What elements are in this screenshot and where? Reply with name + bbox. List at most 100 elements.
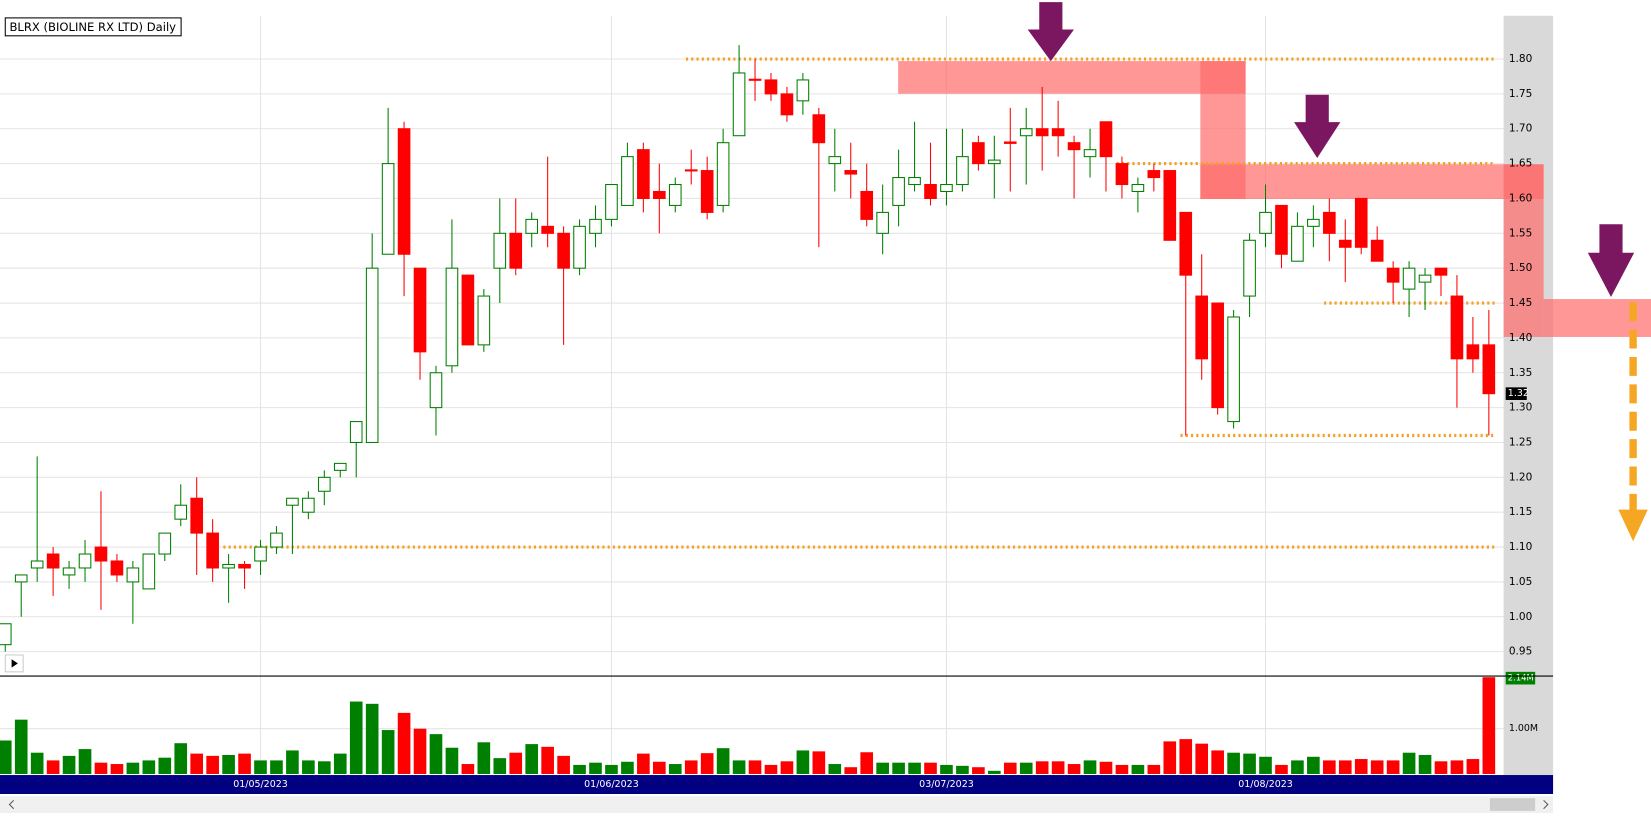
y-tick-label: 1.50 [1509,262,1532,274]
volume-bar [1450,760,1464,774]
y-tick-label: 1.00M [1509,723,1538,734]
y-tick-label: 1.65 [1509,158,1532,170]
volume-bar [1434,761,1448,774]
scrollbar[interactable] [0,796,1554,813]
y-tick-label: 1.55 [1509,227,1532,239]
volume-bar [876,762,889,774]
candle-body [1338,239,1352,248]
candle-body [62,567,76,576]
candle-body [684,169,698,172]
volume-bar [365,703,379,774]
volume-bar [238,753,251,774]
down-arrow [1294,94,1341,158]
candle-body [940,183,953,193]
down-arrow [1027,2,1074,62]
volume-bar [1323,760,1336,774]
candle-body [158,532,172,555]
candle-body [780,93,794,116]
volume-bar [573,764,586,774]
candle-body [525,218,539,234]
volume-bar [1003,762,1017,774]
last-price-tag [1505,387,1527,400]
candle-body [637,149,650,199]
volume-bar [637,753,650,774]
candle-body [317,476,331,492]
candle-body [1386,267,1400,283]
candle-body [1019,128,1033,137]
candle-body [413,267,427,353]
volume-bar [1275,764,1288,774]
volume-bar [1291,760,1304,774]
candle-body [589,218,602,234]
candle-body [828,156,842,165]
candle-body [110,560,124,576]
candle-body [700,170,714,213]
volume-bar [940,764,953,774]
candle-body [1163,170,1177,241]
candle-body [972,142,985,165]
candle-body [14,574,28,583]
scroll-thumb[interactable] [1489,798,1536,811]
candle-body [1147,170,1161,179]
candle-body [254,546,267,562]
candle-body [1243,239,1256,297]
candle-body [1482,344,1496,395]
volume-bar [190,753,204,774]
candle-body [988,159,1001,165]
volume-bar [1083,760,1097,774]
title-box [4,17,182,37]
volume-bar [286,750,299,774]
volume-bar [988,770,1001,774]
x-tick-label: 01/06/2023 [584,779,639,790]
candle-body [748,78,762,81]
date-labels: 01/05/2023 01/06/2023 03/07/2023 01/08/2023 [233,779,1293,790]
y-tick-label: 0.95 [1509,646,1532,658]
candle-body [1131,183,1145,193]
resistance-zone [898,61,1246,94]
volume-bar [1163,741,1177,774]
date-bar [0,775,1554,794]
volume-bar [1466,759,1480,774]
axis: 0.95 1.00 1.05 1.10 1.15 1.20 1.25 1.30 1.35 1.40… [1505,53,1538,734]
volume-bar [1243,753,1256,774]
candle-body [1418,274,1432,283]
candle-body [924,183,937,199]
volume-bar [924,762,937,774]
volume-bar [828,764,842,774]
candle-body [573,225,586,269]
volume-bar [317,761,331,774]
candle-body [1227,316,1240,423]
candle-body [30,560,44,569]
candle-body [956,156,969,186]
volume-bar [1147,764,1161,774]
volume-bar [62,755,76,774]
volume-bar [509,752,523,774]
last-volume-label: 2.14M [1508,673,1534,683]
y-tick-label: 1.15 [1509,506,1532,518]
volume-bar [668,764,682,774]
y-tick-label: 1.40 [1509,332,1532,344]
candle-body [621,156,634,206]
resistance-zone [1200,164,1544,200]
volume-bar [1195,743,1209,774]
y-tick-label: 1.60 [1509,192,1532,204]
candle-body [844,170,858,175]
volume-bar [589,762,602,774]
resistance-zone [1503,164,1544,337]
volume-bar [1386,760,1400,774]
volume-bar [270,760,283,774]
candle-body [557,232,570,269]
candle-body [796,79,810,102]
candle-body [0,623,12,646]
scroll-right[interactable] [1543,799,1549,810]
scroll-left[interactable] [8,799,15,810]
volume-bar [1099,761,1113,774]
x-tick-label: 01/05/2023 [233,779,288,790]
candle-body [1099,121,1113,158]
volume-bar [158,757,172,774]
candle-body [860,190,874,220]
volume-bar [1051,761,1065,774]
candle-body [908,177,921,186]
y-tick-label: 1.00 [1509,611,1532,623]
